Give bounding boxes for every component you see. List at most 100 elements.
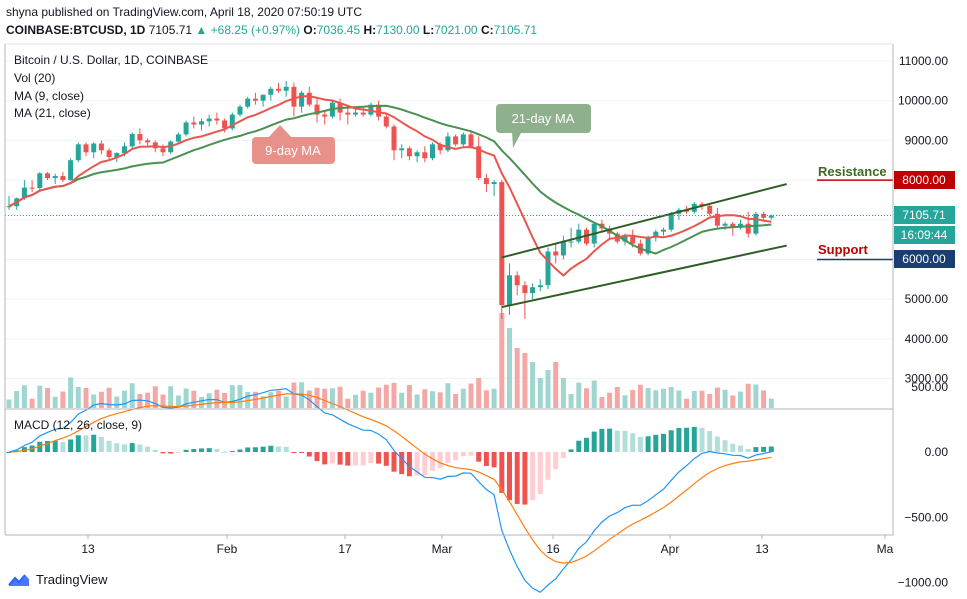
macd-histogram-bar bbox=[122, 444, 127, 452]
volume-bar bbox=[329, 388, 335, 408]
volume-bar bbox=[622, 395, 628, 408]
volume-bar bbox=[98, 391, 104, 408]
candle-body bbox=[468, 134, 474, 147]
macd-tick-label: 0.00 bbox=[925, 445, 949, 459]
candle-body bbox=[252, 98, 258, 101]
volume-bar bbox=[614, 387, 620, 408]
macd-histogram-bar bbox=[584, 437, 589, 452]
candle-body bbox=[437, 144, 443, 151]
volume-bar bbox=[576, 382, 582, 408]
candle-body bbox=[75, 144, 81, 161]
countdown-tag: 16:09:44 bbox=[894, 226, 955, 244]
last-price: 7105.71 bbox=[148, 23, 193, 37]
volume-bar bbox=[152, 386, 158, 408]
volume-bar bbox=[399, 392, 405, 408]
price-change: +68.25 (+0.97%) bbox=[210, 23, 301, 37]
candle-body bbox=[322, 114, 328, 117]
candle-body bbox=[653, 231, 659, 238]
volume-bar bbox=[29, 398, 35, 408]
macd-histogram-bar bbox=[175, 452, 181, 453]
candle-body bbox=[430, 144, 435, 159]
macd-histogram-bar bbox=[245, 447, 251, 452]
ma21-callout-label: 21-day MA bbox=[512, 111, 575, 126]
macd-histogram-bar bbox=[622, 430, 628, 452]
macd-histogram-bar bbox=[460, 452, 466, 457]
ma21-legend: MA (21, close) bbox=[14, 106, 91, 120]
tradingview-logo-icon bbox=[8, 573, 29, 586]
volume-bar bbox=[730, 395, 736, 408]
macd-histogram-bar bbox=[684, 427, 690, 452]
macd-histogram-bar bbox=[199, 448, 204, 452]
macd-histogram-bar bbox=[229, 451, 235, 453]
candle-body bbox=[399, 148, 405, 151]
volume-bars bbox=[6, 313, 774, 408]
volume-bar bbox=[714, 387, 720, 408]
volume-bar bbox=[345, 398, 351, 408]
macd-line bbox=[8, 388, 772, 594]
macd-histogram-bar bbox=[753, 447, 759, 452]
volume-bar bbox=[406, 385, 412, 408]
candle-body bbox=[98, 143, 104, 151]
macd-histogram-bar bbox=[160, 452, 166, 454]
volume-bar bbox=[491, 388, 497, 408]
candle-body bbox=[268, 88, 274, 95]
volume-bar bbox=[21, 385, 27, 408]
macd-histogram-bar bbox=[761, 446, 767, 452]
tradingview-logo[interactable]: TradingView bbox=[8, 572, 108, 587]
macd-histogram-bar bbox=[668, 430, 674, 452]
macd-histogram-bar bbox=[353, 452, 358, 466]
candle-body bbox=[114, 153, 120, 158]
time-axis-ticks: 13 Feb 17 Mar 16 Apr 13 Ma bbox=[81, 535, 894, 556]
macd-histogram-bar bbox=[507, 452, 512, 501]
volume-bar bbox=[183, 388, 189, 408]
candle-body bbox=[499, 182, 505, 306]
macd-histogram-bar bbox=[591, 431, 597, 452]
ma9-callout-label: 9-day MA bbox=[265, 143, 321, 158]
candle-body bbox=[106, 150, 112, 158]
volume-bar bbox=[483, 390, 489, 408]
volume-bar bbox=[468, 383, 474, 408]
macd-histogram-bar bbox=[545, 452, 551, 480]
candle-body bbox=[530, 287, 536, 294]
symbol-label[interactable]: COINBASE:BTCUSD, 1D bbox=[6, 23, 146, 37]
time-tick-label: 13 bbox=[81, 542, 95, 556]
volume-bar bbox=[353, 394, 358, 408]
candle-body bbox=[560, 241, 566, 256]
candle-body bbox=[145, 140, 151, 143]
chart-axes bbox=[4, 43, 894, 536]
last-price-tag-label: 7105.71 bbox=[902, 208, 946, 222]
ma9-callout: 9-day MA bbox=[252, 125, 335, 164]
volume-bar bbox=[553, 362, 559, 408]
macd-histogram-bar bbox=[237, 449, 243, 452]
macd-histogram-bar bbox=[337, 452, 343, 465]
volume-bar bbox=[607, 392, 613, 408]
candle-body bbox=[60, 176, 66, 181]
macd-histogram-bar bbox=[206, 448, 212, 452]
candle-body bbox=[568, 241, 574, 243]
resistance-label: Resistance bbox=[818, 164, 887, 179]
macd-histogram-bar bbox=[383, 452, 389, 466]
macd-histogram-bar bbox=[376, 452, 382, 464]
volume-bar bbox=[122, 390, 127, 408]
volume-bar bbox=[291, 382, 297, 408]
candle-body bbox=[260, 94, 266, 101]
candle-body bbox=[645, 237, 651, 254]
price-tick-label: 10000.00 bbox=[898, 94, 948, 108]
macd-tick-label: 500.00 bbox=[911, 380, 948, 394]
volume-bar bbox=[430, 391, 435, 408]
macd-histogram-bar bbox=[391, 452, 397, 472]
macd-histogram-bar bbox=[530, 452, 536, 501]
candle-body bbox=[622, 235, 628, 242]
candle-body bbox=[376, 104, 382, 117]
candle-body bbox=[137, 134, 143, 141]
volume-bar bbox=[653, 390, 659, 408]
volume-bar bbox=[268, 392, 274, 408]
candle-body bbox=[306, 92, 312, 105]
macd-histogram-bar bbox=[676, 427, 682, 452]
volume-bar bbox=[691, 391, 697, 408]
candle-body bbox=[553, 251, 559, 256]
high-label: H: bbox=[363, 23, 377, 37]
volume-bar bbox=[237, 385, 243, 408]
macd-histogram-bar bbox=[661, 433, 666, 452]
